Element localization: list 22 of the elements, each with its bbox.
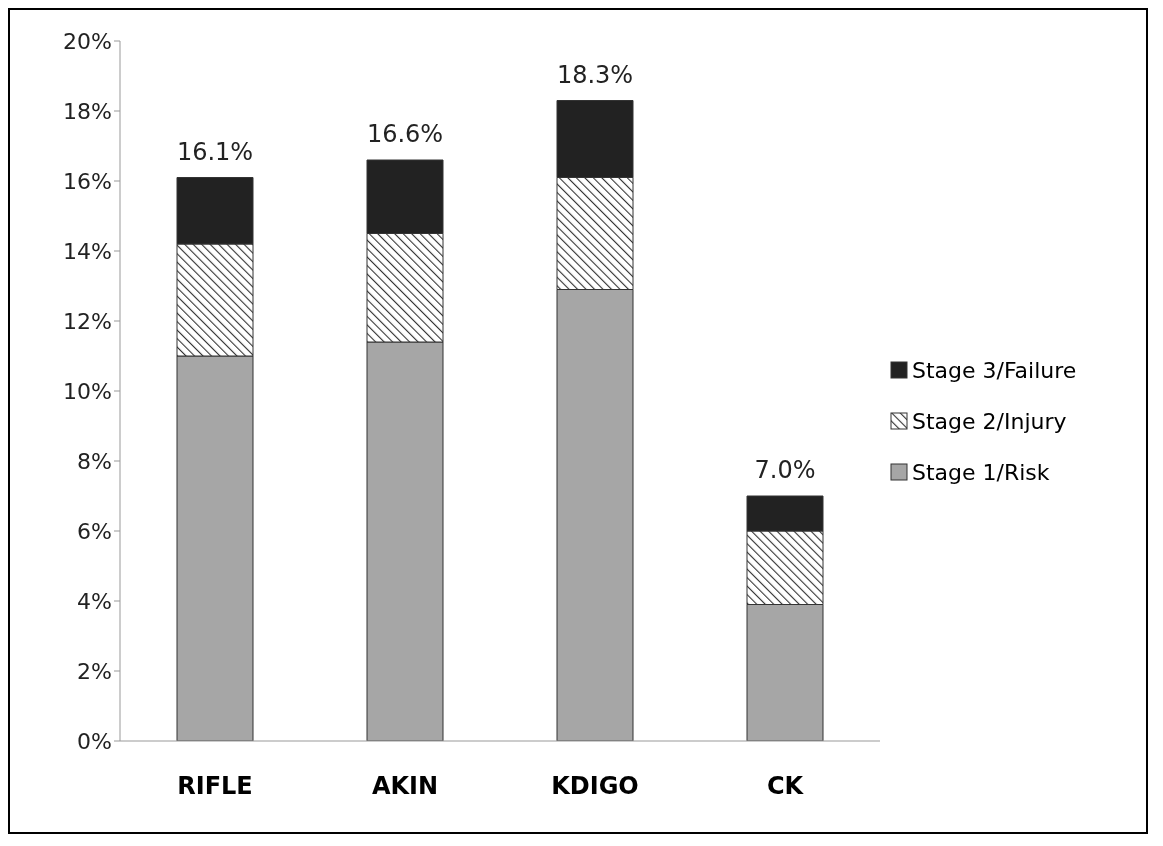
y-tick-label: 14%	[63, 238, 112, 264]
total-label: 16.6%	[366, 120, 444, 148]
total-label: 16.1%	[176, 137, 254, 166]
x-tick-label: RIFLE	[177, 772, 253, 801]
y-tick-label: 8%	[77, 448, 112, 474]
total-label: 18.3%	[556, 60, 634, 89]
y-tick-label: 20%	[63, 28, 112, 54]
y-tick-label: 2%	[77, 658, 112, 684]
y-tick-label: 12%	[63, 308, 112, 334]
y-tick-label: 4%	[77, 588, 112, 614]
legend-label: Stage 3/Failure	[912, 357, 1077, 383]
legend-label: Stage 2/Injury	[912, 408, 1067, 434]
y-tick-label: 18%	[63, 98, 112, 124]
x-tick-label: KDIGO	[551, 772, 639, 801]
x-tick-label: AKIN	[371, 772, 439, 801]
y-tick-label: 0%	[77, 728, 112, 754]
y-tick-label: 16%	[63, 168, 112, 194]
x-tick-label: CK	[766, 772, 805, 801]
total-label: 7.0%	[754, 456, 816, 484]
y-tick-label: 10%	[63, 378, 112, 404]
y-tick-label: 6%	[77, 518, 112, 544]
legend-label: Stage 1/Risk	[912, 459, 1050, 485]
